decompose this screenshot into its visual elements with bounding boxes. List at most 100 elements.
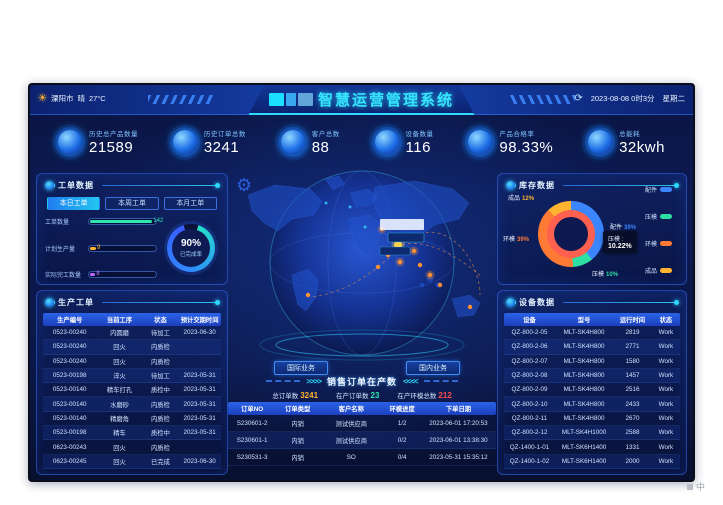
watermark-logo: 中 xyxy=(686,480,705,493)
tooltip-value: 10.22% xyxy=(608,243,632,250)
completion-gauge: 90% 已完成率 xyxy=(163,217,219,279)
table-cell: 内销 xyxy=(291,420,304,428)
globe-platform-ring xyxy=(275,333,449,357)
table-cell: 测试供应商 xyxy=(335,437,367,445)
table-header-cell: 预计交期时间 xyxy=(180,317,219,324)
domestic-business-button[interactable]: 国内业务 xyxy=(406,361,460,375)
legend-swatch xyxy=(660,241,673,246)
international-business-button[interactable]: 国际业务 xyxy=(274,361,328,375)
table-cell: 回火 xyxy=(113,458,126,466)
kpi-meta: 产品合格率 98.33% xyxy=(499,128,553,156)
donut-slice-label: 成品 12% xyxy=(508,196,535,202)
table-cell: QZ-800-2-05 xyxy=(511,329,548,337)
kpi-orb-icon xyxy=(588,130,613,154)
bar-fill xyxy=(90,220,153,223)
table-cell: S230531-3 xyxy=(236,453,268,461)
workorder-tabs: 本日工单 本周工单 本月工单 xyxy=(37,193,227,210)
workorder-tab-2[interactable]: 本月工单 xyxy=(163,197,217,210)
workorder-panel-title: 工单数据 xyxy=(58,181,94,190)
kpi-orb-icon xyxy=(468,130,493,154)
sales-title: 销售订单在产数 xyxy=(326,376,397,387)
weekday-text: 星期二 xyxy=(662,94,686,103)
table-cell: 质检中 xyxy=(151,387,170,395)
table-header-cell: 型号 xyxy=(577,317,591,324)
gauge-value: 90% xyxy=(180,238,201,249)
kpi-value: 21589 xyxy=(89,139,134,156)
equipment-table: 设备 型号 运行时间 状态 QZ-800-2-05 MLT-SK4H800 2819 Work… xyxy=(504,313,680,469)
bar-label: 计划生产量 xyxy=(45,246,76,253)
table-cell: Work xyxy=(658,357,674,365)
table-cell: 0523-00240 xyxy=(52,343,87,351)
kpi-meta: 历史总产品数量 21589 xyxy=(89,128,138,156)
table-cell: QZ-800-2-08 xyxy=(511,372,548,380)
gear-icon: ⚙ xyxy=(236,175,252,195)
equipment-panel-title: 设备数据 xyxy=(519,298,555,307)
kpi-label: 产品合格率 xyxy=(499,131,535,138)
title-deco-blocks xyxy=(268,92,313,106)
table-header-cell: 当前工序 xyxy=(106,317,133,324)
table-cell: Work xyxy=(658,443,674,451)
table-cell: 2023-05-31 xyxy=(183,372,216,380)
kpi-orb-icon xyxy=(58,130,82,154)
table-cell: 1580 xyxy=(625,357,640,365)
table-cell: Work xyxy=(658,386,674,394)
sales-title-row: >>>> 销售订单在产数 <<<< xyxy=(228,374,496,388)
screen-bezel: ☀ 溧阳市 晴 27°C 智慧运营管理系统 ⟳ 2023-08-08 0时3分 … xyxy=(28,83,695,482)
table-cell: 内销 xyxy=(291,437,304,445)
table-cell: MLT-SK4H800 xyxy=(563,400,605,408)
kpi-meta: 设备数量 116 xyxy=(406,128,434,156)
equipment-panel: 设备数据 设备 型号 运行时间 状态 QZ-800-2-05 MLT-SK4H800 281… xyxy=(497,290,687,475)
continents xyxy=(247,175,481,318)
workorder-tab-1[interactable]: 本周工单 xyxy=(105,197,159,210)
panel-title-line xyxy=(563,183,679,188)
table-cell: MLT-SK6H1400 xyxy=(561,443,607,451)
legend-item[interactable]: 成品 xyxy=(645,266,673,275)
kpi-value: 98.33% xyxy=(499,139,554,156)
kpi-label: 历史订单总数 xyxy=(203,131,246,138)
refresh-icon[interactable]: ⟳ xyxy=(574,92,583,104)
table-cell: 0523-00198 xyxy=(52,429,87,437)
table-cell: 2819 xyxy=(625,329,640,337)
table-cell: QZ-800-2-12 xyxy=(511,429,548,437)
table-header-cell: 运行时间 xyxy=(619,317,646,324)
donut-slice-label: 配件 39% xyxy=(610,225,637,231)
gauge-ring: 90% 已完成率 xyxy=(167,224,215,272)
kpi-orb-icon xyxy=(374,130,399,154)
kpi-value: 88 xyxy=(311,139,330,156)
workorder-tab-0[interactable]: 本日工单 xyxy=(47,197,101,210)
app-title: 智慧运营管理系统 xyxy=(317,91,454,109)
kpi-orb-icon xyxy=(172,130,197,154)
table-cell: MLT-SK4H800 xyxy=(563,329,605,337)
table-cell: MLT-SK6H1400 xyxy=(561,457,607,465)
table-header-row: 生产编号 当前工序 状态 预计交期时间 xyxy=(43,313,221,326)
table-row: QZ-1400-1-02 MLT-SK6H1400 2000 Work xyxy=(504,454,680,469)
table-header-cell: 订单类型 xyxy=(285,406,311,413)
table-cell: 1/2 xyxy=(397,419,407,427)
production-panel: 生产工单 生产编号 当前工序 状态 预计交期时间 0523-00240 内圆磨 待加工 202… xyxy=(36,290,228,475)
legend-item[interactable]: 环模 xyxy=(645,239,673,248)
dash-deco xyxy=(266,380,301,382)
table-header-row: 订单NO 订单类型 客户名称 环模进度 下单日期 xyxy=(228,402,496,415)
legend-item[interactable]: 配件 xyxy=(645,185,673,194)
table-cell: Work xyxy=(658,343,674,351)
table-cell: 2000 xyxy=(625,457,640,465)
table-cell: 内质检 xyxy=(151,344,170,352)
table-row: S230531-3 内销 SO 0/4 2023-05-31 15:35:12 xyxy=(228,449,496,466)
table-row: 0523-00240 回火 内质检 xyxy=(43,340,221,355)
table-cell: 0523-00198 xyxy=(52,372,87,380)
table-row: 0523-00198 精车 质检中 2023-05-31 xyxy=(43,426,221,441)
table-cell: 待加工 xyxy=(151,330,170,338)
kpi-value: 32kwh xyxy=(619,139,665,156)
table-cell: 2023-06-30 xyxy=(183,329,216,337)
table-row: QZ-800-2-10 MLT-SK4H800 2433 Work xyxy=(504,397,680,412)
table-header-cell: 下单日期 xyxy=(445,406,472,413)
table-header-cell: 环模进度 xyxy=(389,406,415,413)
table-cell: QZ-800-2-06 xyxy=(511,343,548,351)
table-cell: 内质检 xyxy=(151,358,170,366)
header-deco-right xyxy=(509,95,575,104)
table-row: QZ-1400-1-01 MLT-SK6H1400 1331 Work xyxy=(504,440,680,455)
kpi-item: 历史订单总数 3241 xyxy=(172,118,246,166)
legend-item[interactable]: 压模 xyxy=(645,212,673,221)
table-cell: Work xyxy=(658,457,674,465)
table-cell: QZ-800-2-10 xyxy=(511,400,548,408)
